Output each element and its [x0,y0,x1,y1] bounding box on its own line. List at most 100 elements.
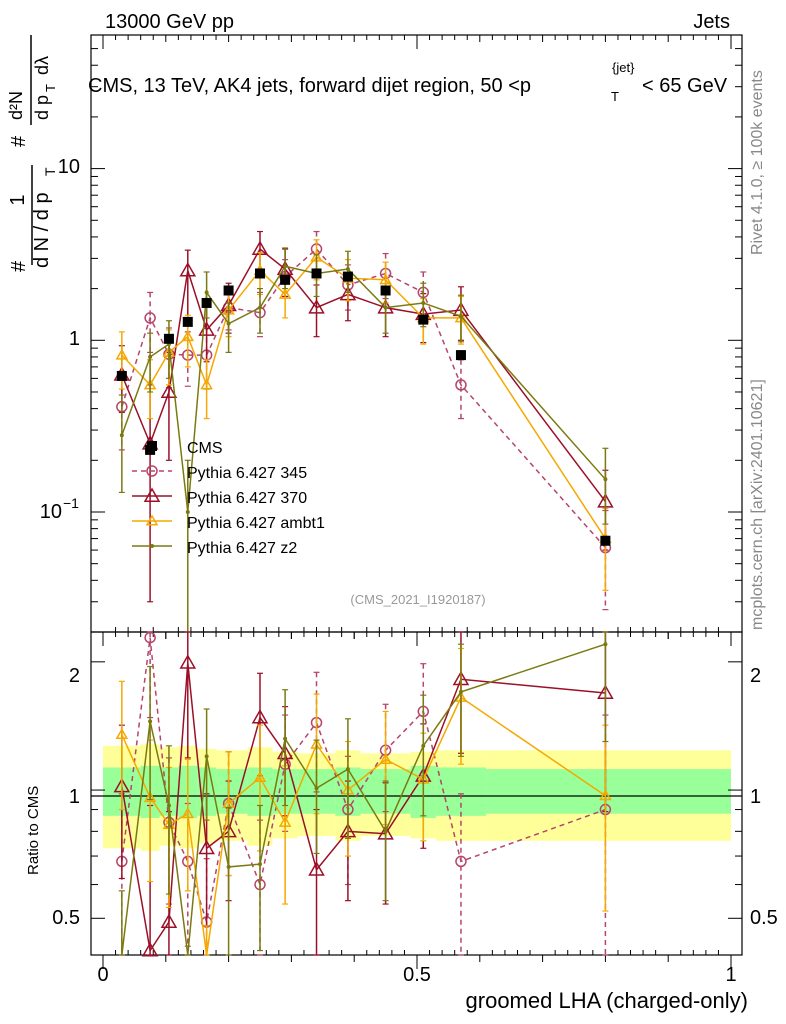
point-cms [223,285,234,296]
ratio-y-tick-1-right: 1 [750,786,761,808]
point-345 [144,631,156,644]
point-370 [179,261,197,277]
ratio-y-tick-0p5-right: 0.5 [750,907,778,929]
title-prefix: CMS, 13 TeV, AK4 jets, forward dijet reg… [88,75,531,97]
ylabel-frac-den-sub: T [42,167,58,176]
x-tick-label-0p5: 0.5 [403,964,431,986]
point-z2 [226,864,231,869]
point-ambt1 [379,273,392,285]
point-370 [160,913,178,929]
point-345 [144,312,156,324]
point-370 [308,299,325,314]
line-z2 [121,643,606,956]
legend-marker-cms [147,441,157,451]
point-z2 [458,314,463,319]
analysis-watermark: (CMS_2021_I1920187) [350,592,485,607]
point-z2 [258,862,262,867]
legend: CMS Pythia 6.427 345 Pythia 6.427 370 Py… [132,440,325,557]
x-tick-label-1: 1 [725,964,736,986]
point-z2 [421,743,426,748]
ylabel-frac-den: d N / d p [31,192,53,268]
line-370 [121,662,606,953]
point-ambt1 [253,771,267,783]
main-y-tick-1: 1 [69,328,80,350]
point-ambt1 [278,815,292,827]
line-370 [121,247,606,503]
point-z2 [148,354,153,359]
x-tick-label-0: 0 [97,964,108,986]
point-z2 [148,719,153,724]
mcplots-label: mcplots.cern.ch [arXiv:2401.10621] [749,379,766,630]
point-z2 [345,267,350,272]
ratio-y-tick-1: 1 [69,786,80,808]
point-ambt1 [599,789,612,801]
ratio-y-tick-2-right: 2 [750,665,761,687]
x-axis-label: groomed LHA (charged-only) [466,988,748,1013]
title-suffix: < 65 GeV [642,75,728,97]
legend-label-345: Pythia 6.427 345 [187,465,307,482]
line-z2 [121,265,606,513]
point-z2 [603,477,608,482]
point-cms [311,268,322,279]
point-z2 [226,321,231,326]
point-cms [380,285,391,296]
point-z2 [458,689,463,694]
point-ambt1 [181,807,195,819]
point-370 [198,839,215,855]
point-cms [163,333,174,344]
point-345 [455,855,467,868]
main-y-tick-0p1-base: 10 [40,501,62,523]
legend-marker-z2 [150,544,154,548]
main-title: CMS, 13 TeV, AK4 jets, forward dijet reg… [88,60,728,104]
ylabel-frac2-num: d²N [6,91,26,120]
point-z2 [283,264,288,269]
main-series [113,230,614,633]
point-cms [280,274,291,285]
point-370 [308,861,325,876]
legend-marker-370 [143,487,161,502]
ylabel-frac2-den: d p [32,95,52,120]
point-z2 [166,803,171,808]
point-z2 [603,642,608,647]
point-cms [255,268,265,279]
ylabel-frac2-den-tail: dλ [32,56,52,75]
point-cms [342,271,353,282]
point-ambt1 [115,348,129,360]
point-z2 [185,509,190,514]
point-345 [455,379,467,391]
ylabel-frac2-den-sub: T [43,84,58,92]
point-z2 [383,305,388,310]
point-z2 [383,829,388,834]
legend-label-370: Pythia 6.427 370 [187,490,307,507]
point-370 [141,942,159,957]
point-cms [201,297,212,308]
point-ambt1 [181,330,195,342]
band-inner-13 [486,769,731,814]
point-cms [600,535,611,546]
point-370 [160,383,178,398]
ylabel-frac-num: 1 [7,194,29,205]
ratio-ylabel: Ratio to CMS [25,786,42,875]
point-ambt1 [143,791,157,803]
ratio-series [113,631,614,957]
header-left: 13000 GeV pp [105,11,234,33]
point-z2 [119,433,124,438]
rivet-label: Rivet 4.1.0, ≥ 100k events [749,70,766,255]
ratio-y-tick-2: 2 [69,665,80,687]
point-ambt1 [115,728,129,740]
point-z2 [258,305,262,310]
point-ambt1 [278,287,292,299]
point-ambt1 [200,378,213,390]
ylabel-hash-2: # [8,135,30,147]
point-370 [251,709,269,724]
main-y-tick-0p1-exp: −1 [63,495,79,511]
legend-label-ambt1: Pythia 6.427 ambt1 [187,515,325,532]
point-cms [116,370,127,381]
line-ambt1 [121,256,607,539]
ylabel-hash: # [8,260,30,272]
title-sub: T [611,89,619,104]
point-cms [455,350,466,361]
point-z2 [283,736,288,741]
main-ylabel: # 1 d N / d p T # d²N d p T dλ [6,35,58,272]
